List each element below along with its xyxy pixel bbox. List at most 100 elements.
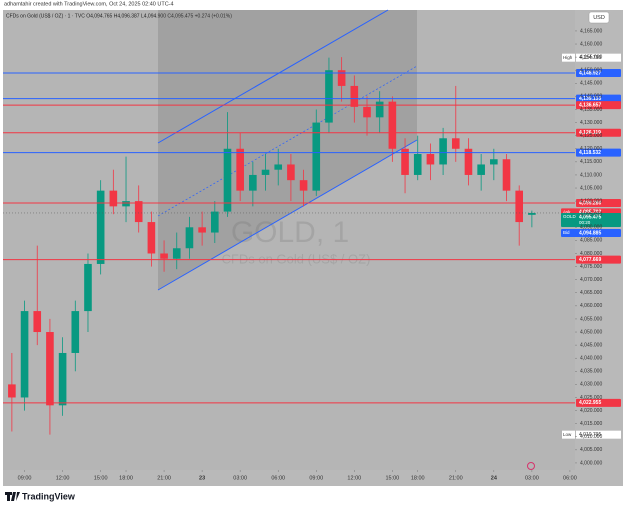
candle-body — [33, 311, 42, 333]
candle-body — [96, 190, 105, 264]
extreme-name: High — [563, 55, 573, 60]
level-label: 4,139.133 — [579, 96, 601, 102]
extreme-name-box — [562, 430, 575, 439]
brand-logo — [5, 492, 20, 501]
x-tick-label: 06:00 — [271, 475, 285, 481]
extreme-name-box — [562, 53, 575, 62]
brand: TradingView — [5, 491, 76, 501]
x-tick-label: 18:00 — [119, 475, 133, 481]
bid-name: Bid — [563, 230, 570, 235]
candle-body — [426, 153, 435, 165]
y-tick-label: 4,005.000 — [580, 447, 602, 453]
candle-body — [287, 164, 295, 181]
bid-box — [561, 228, 621, 237]
y-tick-label: 4,070.000 — [580, 277, 602, 283]
candle-body — [198, 227, 206, 233]
candle-body — [401, 148, 409, 175]
y-tick-label: 4,075.000 — [580, 264, 602, 270]
price-axis — [575, 10, 623, 470]
x-tick-label: 12:00 — [347, 475, 361, 481]
candle-body — [502, 159, 511, 191]
y-tick-label: 4,150.000 — [580, 68, 602, 74]
candle-body — [439, 138, 447, 165]
countdown: 00:20 — [579, 220, 591, 225]
y-tick-label: 4,025.000 — [580, 395, 602, 401]
x-tick-label: 09:00 — [309, 475, 323, 481]
bid-label: 4,094.885 — [579, 230, 601, 236]
y-tick-label: 4,045.000 — [580, 342, 602, 348]
watermark-description: CFDs on Gold (US$ / OZ) — [222, 251, 371, 266]
candle-body — [160, 253, 168, 259]
level-box — [576, 128, 621, 137]
candle-body — [299, 180, 308, 191]
level-label: 4,022.955 — [579, 400, 601, 406]
x-tick-label: 03:00 — [525, 475, 539, 481]
y-tick-label: 4,095.000 — [580, 212, 602, 218]
y-tick-label: 4,035.000 — [580, 369, 602, 375]
candle-body — [363, 106, 371, 118]
candle-body — [109, 190, 118, 207]
candle-body — [147, 222, 156, 254]
y-tick-label: 4,140.000 — [580, 94, 602, 100]
replay-icon — [527, 462, 535, 470]
candle-body — [388, 101, 397, 149]
y-tick-label: 4,055.000 — [580, 316, 602, 322]
y-tick-label: 4,080.000 — [580, 251, 602, 257]
candle-body — [312, 122, 321, 191]
level-box — [576, 255, 621, 264]
time-axis — [3, 470, 623, 486]
y-tick-label: 4,100.000 — [580, 198, 602, 204]
y-tick-label: 4,155.000 — [580, 54, 602, 60]
last-name: GOLD — [563, 214, 577, 219]
level-label: 4,136.657 — [579, 102, 601, 108]
candle-body — [451, 138, 460, 149]
candle-body — [71, 311, 80, 353]
level-box — [576, 398, 621, 407]
candle-body — [134, 201, 143, 223]
candle-body — [261, 169, 270, 175]
candle-body — [274, 164, 283, 170]
candle-body — [185, 227, 194, 249]
currency: USD — [593, 15, 605, 21]
candles — [8, 57, 536, 435]
icon — [527, 462, 535, 470]
brand-name: TradingView — [22, 491, 76, 501]
level-label: 4,099.280 — [579, 200, 601, 206]
last-box — [561, 212, 621, 227]
candle-body — [236, 148, 244, 191]
channel-drawing — [157, 9, 418, 291]
y-tick-label: 4,110.000 — [580, 172, 602, 178]
candle-body — [350, 85, 359, 107]
x-tick-label: 24 — [491, 475, 498, 481]
x-tick-label: 23 — [199, 475, 205, 481]
level-box — [576, 199, 621, 208]
x-tick-label: 21:00 — [449, 475, 463, 481]
level-box — [576, 69, 621, 78]
creator-text: adhamtahir created with TradingView.com,… — [4, 1, 174, 7]
y-tick-label: 4,000.000 — [580, 460, 602, 466]
y-tick-label: 4,060.000 — [580, 303, 602, 309]
y-tick-label: 4,085.000 — [580, 238, 602, 244]
level-label: 4,148.927 — [579, 70, 601, 76]
y-tick-label: 4,145.000 — [580, 81, 602, 87]
y-tick-label: 4,010.000 — [580, 434, 602, 440]
candle-body — [46, 332, 54, 406]
channel-lower — [157, 139, 418, 291]
currency-box — [588, 11, 610, 24]
level-label: 4,126.119 — [579, 130, 601, 136]
candle-body — [515, 190, 523, 223]
y-tick-label: 4,160.000 — [580, 41, 602, 47]
y-tick-label: 4,065.000 — [580, 290, 602, 296]
watermark: GOLD, 1 CFDs on Gold (US$ / OZ) — [222, 216, 371, 267]
candle-body — [528, 212, 536, 215]
candle-body — [58, 352, 67, 406]
candle-body — [464, 148, 473, 175]
x-tick-label: 15:00 — [94, 475, 108, 481]
x-tick-label: 09:00 — [18, 475, 32, 481]
candle-body — [477, 164, 485, 175]
extreme-box — [576, 430, 621, 439]
y-tick-label: 4,050.000 — [580, 329, 602, 335]
